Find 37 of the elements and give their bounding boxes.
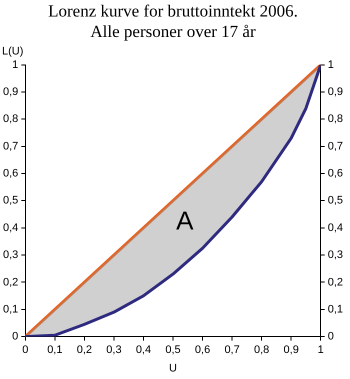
- y-tick-label: 0,4: [2, 222, 18, 234]
- x-tick-label: 0,2: [76, 344, 92, 356]
- x-tick-label: 0,8: [254, 344, 270, 356]
- y2-tick-label: 0,8: [328, 113, 344, 126]
- y-tick-label: 0,2: [2, 276, 18, 288]
- y2-tick-label: 1: [328, 58, 334, 71]
- y2-tick-label: 0,5: [328, 194, 344, 207]
- y-tick-label: 0,8: [2, 113, 18, 126]
- y-tick-label: 0,1: [2, 303, 18, 316]
- annotation: A: [176, 206, 194, 236]
- x-tick-label: 0,4: [136, 344, 152, 356]
- y-tick-label: 0,9: [2, 86, 18, 98]
- x-tick-label: 0,3: [106, 344, 122, 356]
- y2-tick-label: 0,1: [328, 303, 344, 316]
- x-tick-label: 0,6: [194, 344, 210, 356]
- y2-tick-label: 0,6: [328, 168, 344, 180]
- y2-tick-label: 0: [328, 330, 334, 343]
- y-tick-label: 0: [12, 330, 18, 343]
- y-axis-title: L(U): [2, 45, 24, 58]
- y-tick-label: 0,3: [2, 249, 18, 262]
- y-tick-label: 0,7: [2, 140, 18, 152]
- y2-tick-label: 0,4: [328, 222, 344, 234]
- x-tick-label: 0,5: [165, 344, 181, 356]
- y2-tick-label: 0,9: [328, 86, 344, 98]
- x-tick-label: 0,9: [284, 344, 299, 356]
- chart-title: Lorenz kurve for bruttoinntekt 2006. Alle personer over 17 år: [48, 2, 298, 42]
- y2-tick-label: 0,2: [328, 276, 344, 288]
- y2-tick-label: 0,7: [328, 140, 344, 152]
- y-tick-label: 1: [12, 58, 18, 71]
- y-tick-label: 0,5: [2, 194, 18, 207]
- x-tick-label: 0,1: [47, 344, 62, 356]
- x-tick-label: 0: [22, 344, 28, 356]
- x-tick-label: 0,7: [224, 344, 240, 356]
- x-tick-label: 1: [318, 344, 324, 356]
- y2-tick-label: 0,3: [328, 249, 344, 262]
- x-axis-title: U: [169, 362, 178, 374]
- y-tick-label: 0,6: [2, 168, 18, 180]
